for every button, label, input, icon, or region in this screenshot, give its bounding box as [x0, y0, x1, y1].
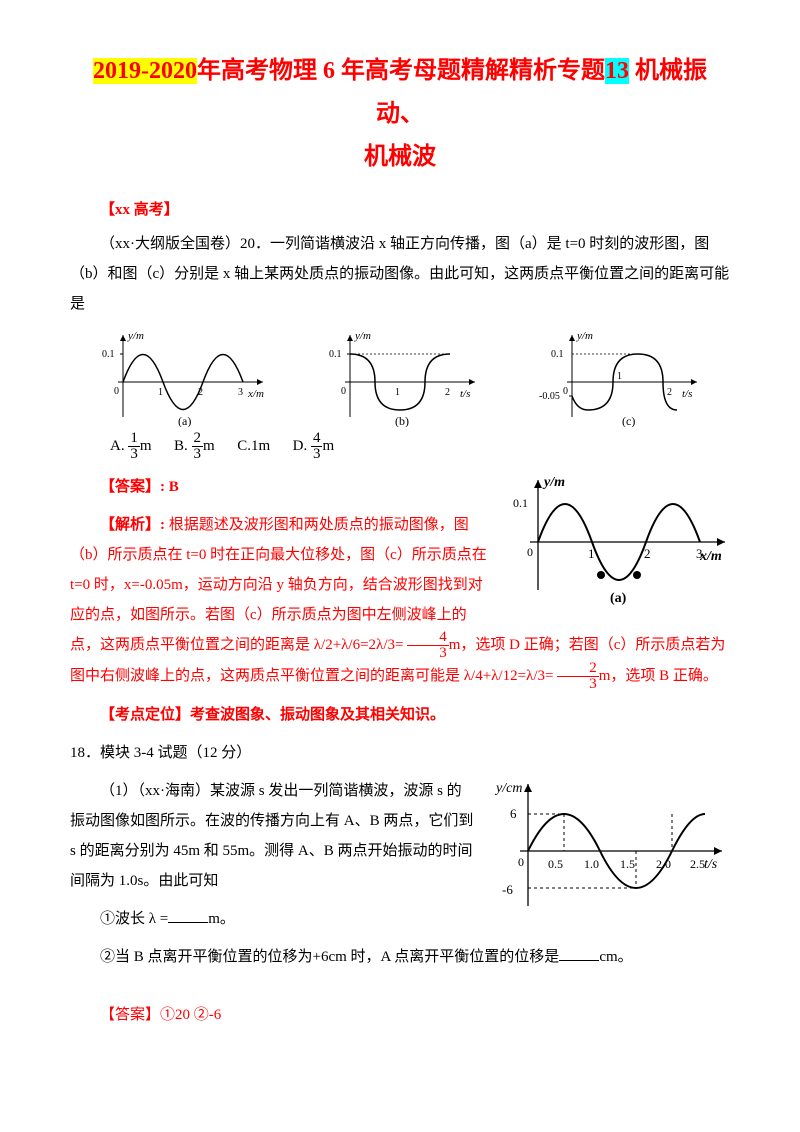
svg-text:0.1: 0.1	[551, 349, 564, 360]
blank-1	[168, 907, 208, 923]
svg-text:-0.05: -0.05	[539, 391, 560, 402]
svg-text:(b): (b)	[395, 414, 409, 427]
svg-text:y/m: y/m	[127, 330, 144, 342]
svg-text:y/m: y/m	[576, 330, 593, 342]
svg-text:0.1: 0.1	[102, 349, 115, 360]
q18-sub2: ②当 B 点离开平衡位置的位移为+6cm 时，A 点离开平衡位置的位移是cm。	[70, 942, 730, 972]
svg-text:0: 0	[527, 545, 533, 559]
svg-text:2.5: 2.5	[690, 857, 705, 871]
svg-text:2: 2	[667, 387, 672, 398]
svg-text:(a): (a)	[178, 414, 191, 427]
svg-text:y/m: y/m	[542, 475, 565, 490]
svg-text:2: 2	[445, 387, 450, 398]
title-hl1: 2019-2020	[93, 58, 197, 84]
svg-text:0.5: 0.5	[548, 857, 563, 871]
q20-fig-b: y/m t/s 0.1 1 2 0 (b)	[325, 327, 480, 427]
svg-text:y/m: y/m	[354, 330, 371, 342]
svg-text:1.5: 1.5	[620, 857, 635, 871]
q18-answer: 【答案】①20 ②-6	[70, 1000, 730, 1030]
blank-2	[559, 945, 599, 961]
svg-text:y/cm: y/cm	[494, 781, 522, 796]
svg-text:(c): (c)	[622, 414, 635, 427]
svg-text:(a): (a)	[610, 591, 627, 606]
svg-text:0: 0	[518, 855, 524, 869]
q20-fig-a-enlarged: y/m x/m 0.1 1 2 3 0 (a)	[510, 472, 730, 607]
document-title: 2019-2020年高考物理 6 年高考母题精解精析专题13 机械振动、 机械波	[70, 50, 730, 180]
page: 2019-2020年高考物理 6 年高考母题精解精析专题13 机械振动、 机械波…	[0, 0, 800, 1088]
q20-fig-a: y/m x/m 0.1 1 2 3 0 (a)	[98, 327, 268, 427]
svg-text:2: 2	[644, 546, 651, 561]
svg-text:1: 1	[395, 387, 400, 398]
q20-fig-c: y/m t/s 0.1 -0.05 1 2 0 (c)	[537, 327, 702, 427]
q18-number: 18．模块 3-4 试题（12 分）	[70, 738, 730, 768]
q20-kaodian: 【考点定位】考查波图象、振动图象及其相关知识。	[70, 700, 730, 730]
svg-text:0: 0	[563, 386, 568, 397]
q20-stem: （xx·大纲版全国卷）20．一列简谐横波沿 x 轴正方向传播，图（a）是 t=0…	[70, 229, 730, 319]
svg-text:0: 0	[114, 386, 119, 397]
svg-text:1: 1	[158, 387, 163, 398]
svg-text:t/s: t/s	[704, 857, 718, 872]
svg-text:6: 6	[510, 806, 517, 821]
svg-text:x/m: x/m	[247, 388, 264, 400]
svg-text:1.0: 1.0	[584, 857, 599, 871]
svg-text:0.1: 0.1	[513, 496, 528, 510]
svg-text:t/s: t/s	[460, 388, 470, 400]
svg-text:t/s: t/s	[682, 388, 692, 400]
svg-text:3: 3	[696, 546, 703, 561]
svg-text:-6: -6	[502, 882, 513, 897]
svg-text:0.1: 0.1	[329, 349, 342, 360]
svg-text:1: 1	[617, 371, 622, 382]
exam-year-heading: 【xx 高考】	[100, 198, 730, 219]
svg-text:3: 3	[238, 387, 243, 398]
svg-text:0: 0	[341, 386, 346, 397]
q18-figure: y/cm t/s 6 -6 0 0.5 1.0 1.5 2.0 2.5	[490, 776, 730, 916]
q20-choices: A. 13m B. 23m C.1m D. 43m	[110, 431, 730, 462]
q20-figure-row: y/m x/m 0.1 1 2 3 0 (a) y/m t/s 0.1	[70, 327, 730, 427]
title-hl2: 13	[605, 58, 629, 84]
